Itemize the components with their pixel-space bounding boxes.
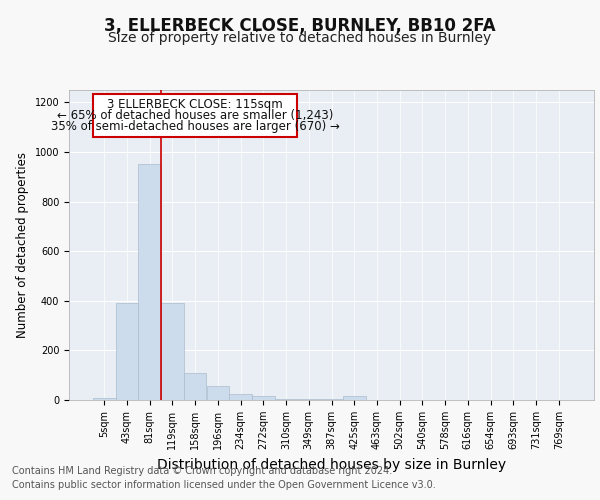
Text: 3, ELLERBECK CLOSE, BURNLEY, BB10 2FA: 3, ELLERBECK CLOSE, BURNLEY, BB10 2FA — [104, 18, 496, 36]
X-axis label: Distribution of detached houses by size in Burnley: Distribution of detached houses by size … — [157, 458, 506, 471]
Bar — [139, 164, 161, 400]
Bar — [343, 396, 365, 400]
Bar — [93, 398, 116, 400]
Text: 3 ELLERBECK CLOSE: 115sqm: 3 ELLERBECK CLOSE: 115sqm — [107, 98, 283, 111]
Text: ← 65% of detached houses are smaller (1,243): ← 65% of detached houses are smaller (1,… — [57, 109, 334, 122]
FancyBboxPatch shape — [93, 94, 298, 137]
Bar — [161, 304, 184, 400]
Bar — [184, 372, 206, 400]
Text: Size of property relative to detached houses in Burnley: Size of property relative to detached ho… — [109, 31, 491, 45]
Bar — [275, 399, 298, 400]
Text: Contains public sector information licensed under the Open Government Licence v3: Contains public sector information licen… — [12, 480, 436, 490]
Text: 35% of semi-detached houses are larger (670) →: 35% of semi-detached houses are larger (… — [50, 120, 340, 133]
Bar — [206, 386, 229, 400]
Y-axis label: Number of detached properties: Number of detached properties — [16, 152, 29, 338]
Bar — [320, 399, 343, 400]
Bar — [298, 399, 320, 400]
Bar — [229, 394, 252, 400]
Bar — [116, 304, 139, 400]
Bar — [252, 396, 275, 400]
Text: Contains HM Land Registry data © Crown copyright and database right 2024.: Contains HM Land Registry data © Crown c… — [12, 466, 392, 476]
